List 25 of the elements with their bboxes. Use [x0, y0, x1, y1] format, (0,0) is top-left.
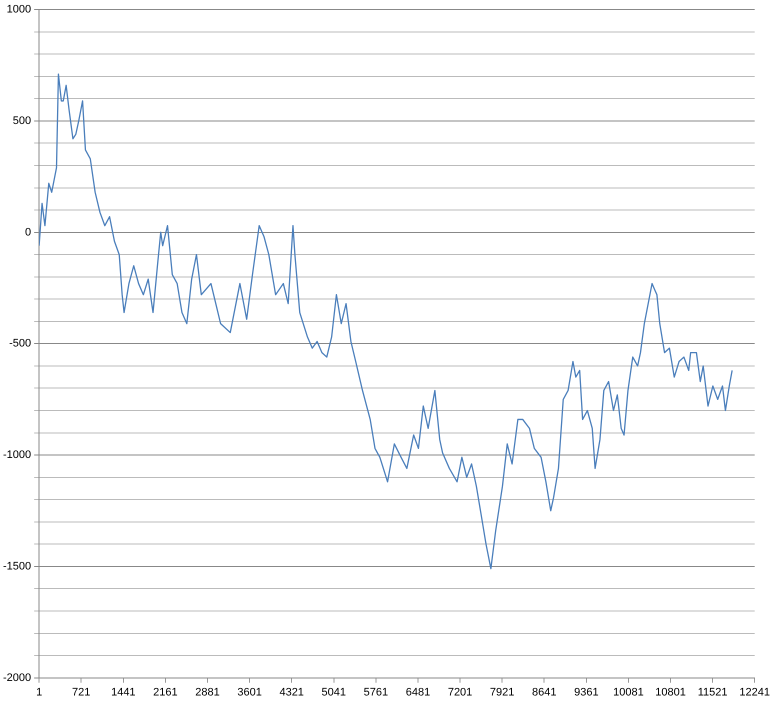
y-tick-label: -500	[9, 338, 32, 350]
y-tick-label: 500	[12, 115, 32, 127]
x-tick-label: 11521	[698, 686, 728, 698]
x-tick-label: 721	[72, 686, 90, 698]
x-tick-label: 6481	[406, 686, 430, 698]
y-tick-label: 0	[25, 226, 32, 238]
x-tick-label: 7201	[448, 686, 472, 698]
x-tick-label: 4321	[279, 686, 304, 698]
y-tick-label: -1000	[2, 449, 32, 462]
x-tick-label: 5041	[322, 686, 346, 698]
x-tick-label: 10801	[655, 686, 686, 698]
y-tick-label: -2000	[2, 672, 32, 684]
y-tick-label: -1500	[2, 560, 32, 572]
x-tick-label: 10081	[613, 686, 644, 698]
x-tick-label: 12241	[739, 686, 770, 698]
x-tick-label: 2161	[153, 686, 178, 698]
x-tick-label: 1441	[111, 686, 136, 698]
x-tick-label: 3601	[237, 686, 262, 698]
x-tick-label: 7921	[490, 686, 514, 698]
x-tick-label: 5761	[364, 686, 388, 698]
x-tick-label: 1	[36, 686, 42, 698]
x-tick-label: 8641	[532, 686, 556, 698]
x-tick-label: 2881	[195, 686, 220, 698]
x-tick-label: 9361	[574, 686, 599, 698]
y-tick-label: 1000	[6, 4, 32, 16]
